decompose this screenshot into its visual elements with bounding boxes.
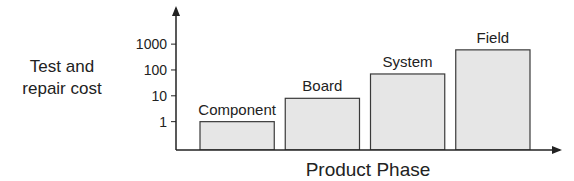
category-label: System	[383, 53, 433, 70]
category-label: Field	[477, 29, 510, 46]
y-tick	[171, 95, 176, 96]
y-axis-label-line: Test and	[30, 57, 94, 76]
y-axis-label: Test and repair cost	[22, 57, 102, 98]
x-axis-label: Product Phase	[306, 159, 431, 180]
y-tick	[171, 69, 176, 70]
x-axis	[176, 149, 560, 151]
y-axis	[175, 8, 177, 150]
y-axis-arrow	[172, 6, 180, 16]
y-axis-label-line: repair cost	[22, 79, 102, 98]
y-tick	[171, 44, 176, 45]
y-tick	[171, 121, 176, 122]
y-tick-label: 10	[151, 88, 167, 104]
category-label: Board	[302, 77, 342, 94]
x-axis-arrow	[552, 146, 562, 154]
bar	[200, 122, 274, 150]
y-tick-label: 1000	[136, 36, 167, 52]
bar	[456, 50, 530, 150]
y-tick-label: 1	[159, 114, 167, 130]
bar	[285, 98, 359, 150]
y-tick-label: 100	[144, 62, 168, 78]
category-label: Component	[198, 101, 276, 118]
category-labels: Component Board System Field	[198, 29, 509, 118]
chart: Component Board System Field 1 10 100 1000 Produ…	[0, 0, 574, 181]
bar	[371, 74, 445, 150]
